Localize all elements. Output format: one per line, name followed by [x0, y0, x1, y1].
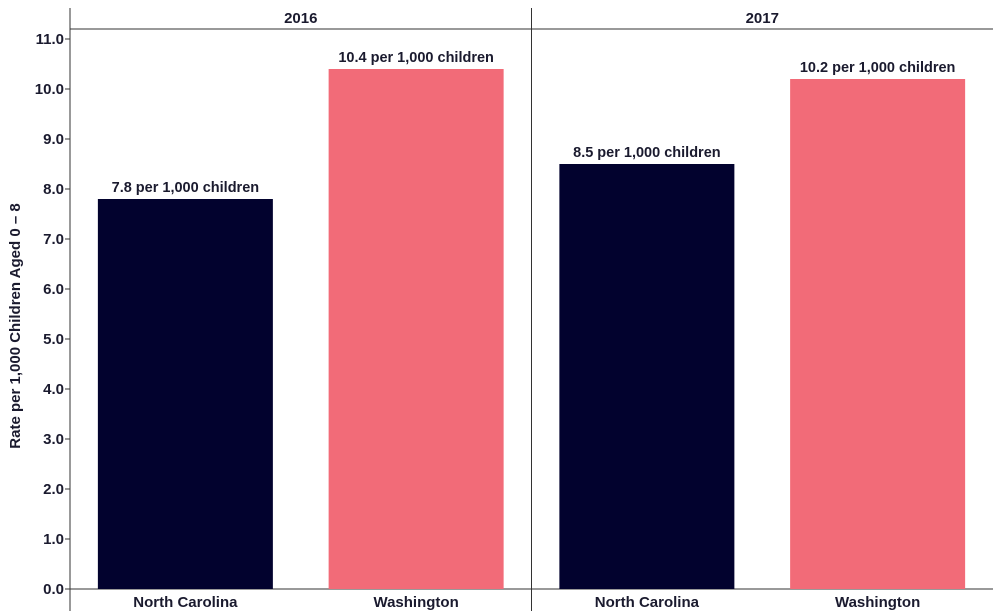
- y-tick-label: 6.0: [43, 281, 64, 298]
- bar: [790, 79, 966, 589]
- y-tick-label: 7.0: [43, 231, 64, 248]
- panel-title: 2016: [284, 10, 317, 27]
- bar: [97, 199, 273, 589]
- y-tick-label: 9.0: [43, 131, 64, 148]
- panel-title: 2017: [746, 10, 779, 27]
- y-tick-label: 10.0: [35, 81, 64, 98]
- bar: [559, 164, 735, 589]
- y-tick-label: 0.0: [43, 581, 64, 598]
- y-tick-label: 1.0: [43, 531, 64, 548]
- category-label: North Carolina: [595, 594, 700, 611]
- data-label: 8.5 per 1,000 children: [573, 145, 721, 161]
- data-label: 7.8 per 1,000 children: [112, 180, 260, 196]
- category-label: North Carolina: [133, 594, 238, 611]
- y-axis-title: Rate per 1,000 Children Aged 0 – 8: [7, 203, 24, 448]
- y-tick-label: 5.0: [43, 331, 64, 348]
- category-label: Washington: [373, 594, 458, 611]
- y-tick-label: 11.0: [36, 31, 64, 48]
- data-label: 10.2 per 1,000 children: [800, 60, 956, 76]
- y-tick-label: 8.0: [43, 181, 64, 198]
- y-tick-label: 2.0: [43, 481, 64, 498]
- category-label: Washington: [835, 594, 920, 611]
- bar: [328, 69, 504, 589]
- y-tick-label: 3.0: [43, 431, 64, 448]
- data-label: 10.4 per 1,000 children: [338, 50, 494, 66]
- y-tick-label: 4.0: [43, 381, 64, 398]
